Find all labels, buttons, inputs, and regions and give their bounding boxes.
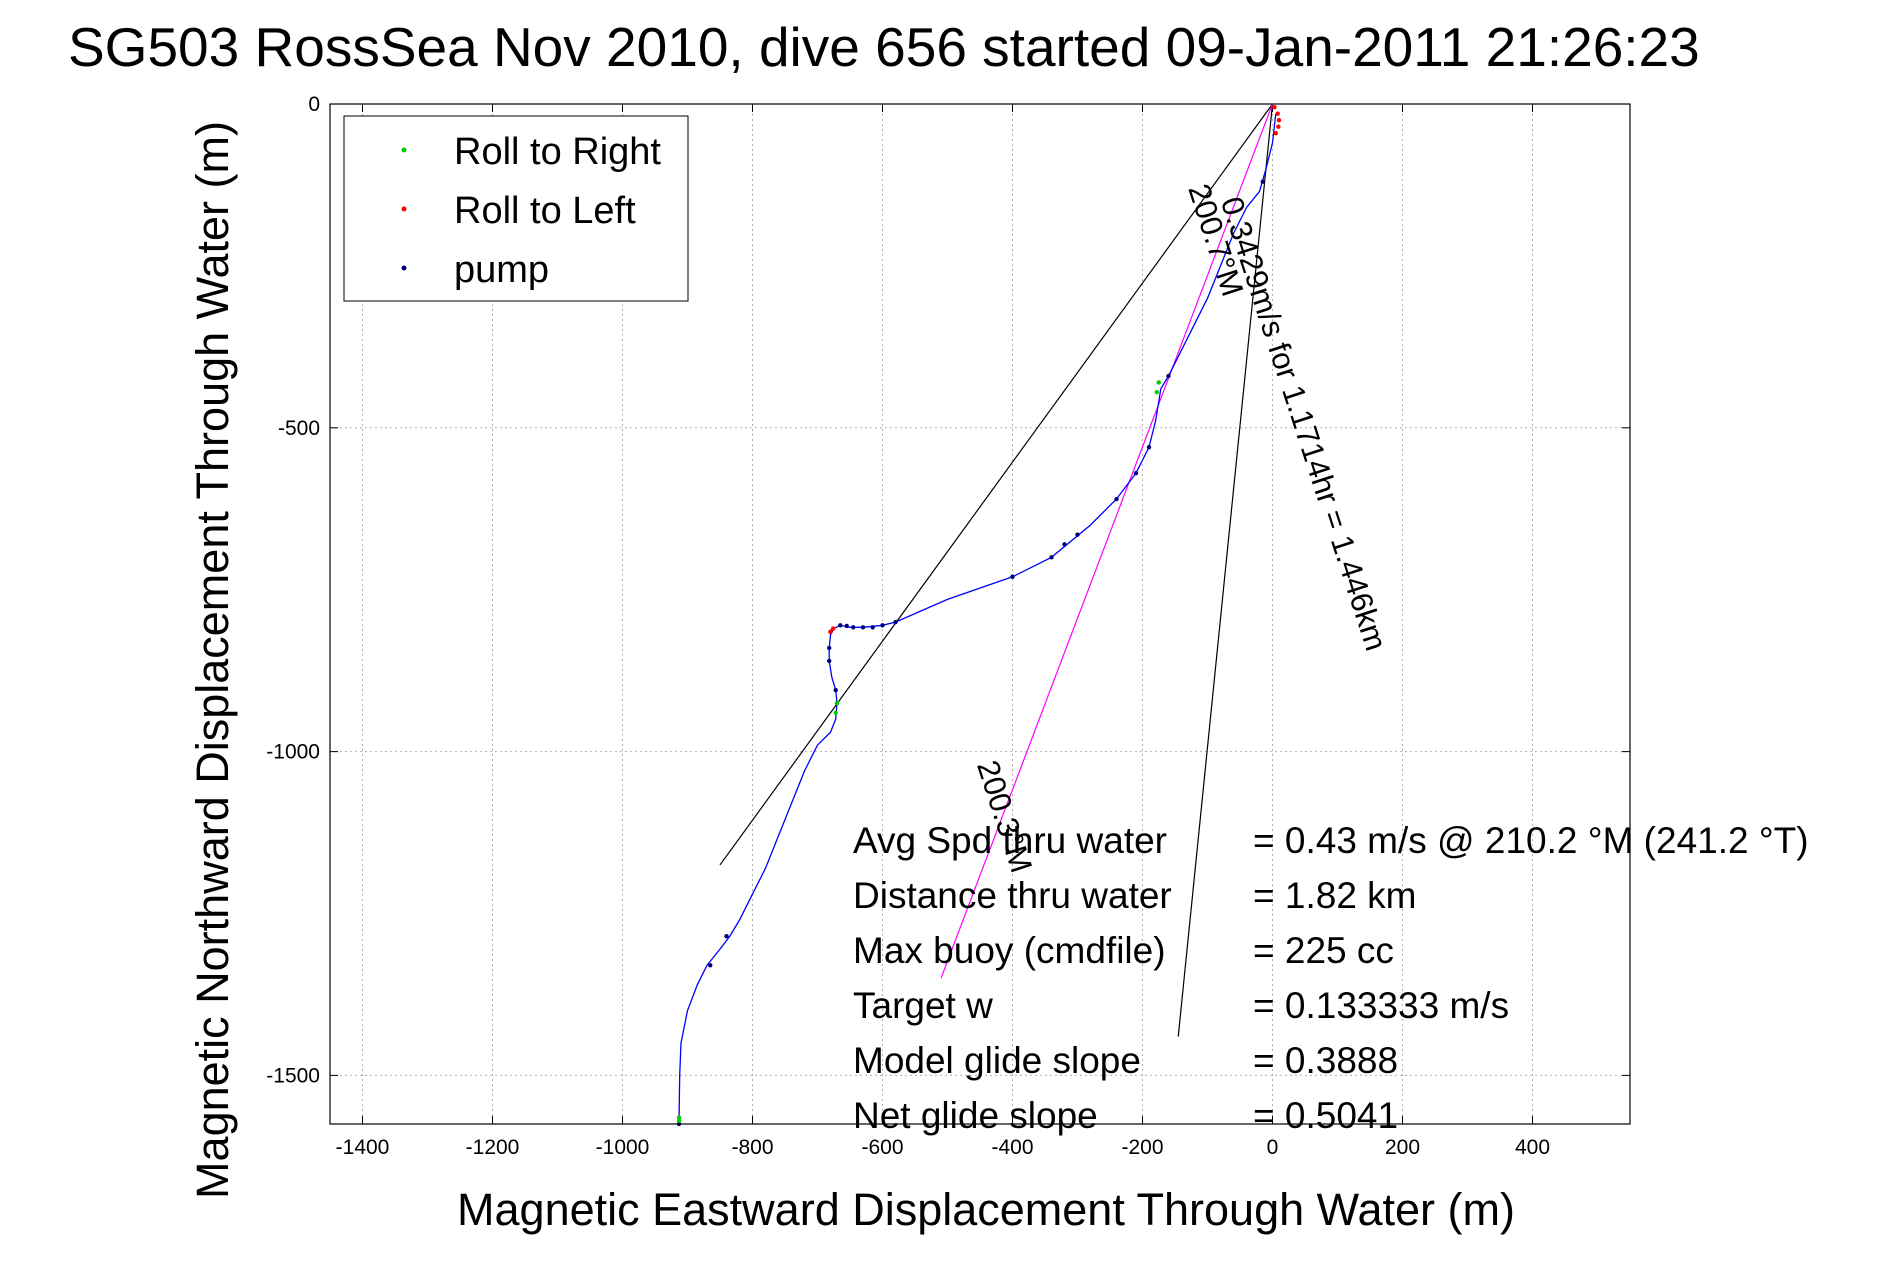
stat-label: Avg Spd thru water <box>853 820 1167 861</box>
x-tick-label: 400 <box>1515 1136 1550 1159</box>
pump-point <box>1133 470 1139 476</box>
pump-point <box>827 645 832 651</box>
y-tick-label: -1500 <box>266 1064 320 1087</box>
pump-point <box>851 625 856 630</box>
legend-label: Roll to Left <box>454 190 636 232</box>
x-tick-label: -400 <box>991 1136 1033 1159</box>
roll-left-point <box>828 629 833 635</box>
stat-label: Target w <box>853 985 993 1026</box>
y-tick-label: -500 <box>278 417 320 440</box>
annotations: 0.3429m/s for 1.1714hr = 1.446km200.7°M2… <box>970 180 1394 877</box>
roll-left-point <box>1272 105 1277 110</box>
pump-point <box>827 658 832 664</box>
x-tick-label: -1200 <box>466 1136 520 1159</box>
pump-point <box>1260 179 1265 184</box>
pump-point <box>844 623 849 629</box>
roll-left-point <box>1276 117 1282 123</box>
x-tick-label: 200 <box>1385 1136 1420 1159</box>
pump-point <box>1010 574 1015 579</box>
chart-title: SG503 RossSea Nov 2010, dive 656 started… <box>68 16 1700 78</box>
roll-right-point <box>833 710 838 715</box>
roll-right-point <box>1156 380 1161 385</box>
pump-point <box>833 687 838 693</box>
stat-value: = 0.43 m/s @ 210.2 °M (241.2 °T) <box>1253 820 1809 861</box>
axes-frame <box>329 103 1631 1125</box>
roll-right-point <box>676 1115 682 1120</box>
y-tick-label: 0 <box>308 93 320 116</box>
legend-marker <box>401 206 407 212</box>
x-tick-label: 0 <box>1267 1136 1279 1159</box>
reference-lines <box>719 103 1274 1037</box>
track-line <box>678 113 1277 1125</box>
pump-point <box>838 623 843 628</box>
stat-value: = 0.3888 <box>1253 1040 1398 1081</box>
pump-point <box>860 625 866 630</box>
roll-left-point <box>830 626 836 631</box>
x-axis-label: Magnetic Eastward Displacement Through W… <box>457 1184 1515 1235</box>
stat-label: Net glide slope <box>853 1095 1098 1136</box>
current-line <box>719 103 1273 866</box>
marker-points <box>676 105 1282 1127</box>
pump-point <box>880 623 885 628</box>
pump-point <box>1114 496 1119 502</box>
roll-left-point <box>1275 111 1280 116</box>
roll-left-point <box>1276 124 1281 129</box>
legend-box <box>343 115 689 302</box>
pump-point <box>1062 542 1067 547</box>
axis-ticks: -1400 -1200 -1000 -800 -600 -400 -200 0 200 400 0 -… <box>266 93 1630 1159</box>
pump-point <box>708 963 713 968</box>
stat-value: = 1.82 km <box>1253 875 1417 916</box>
pump-point <box>1146 445 1152 450</box>
stat-value: = 0.133333 m/s <box>1253 985 1509 1026</box>
net-track-line <box>940 103 1274 979</box>
legend: Roll to Right Roll to Left pump <box>343 115 689 302</box>
roll-left-point <box>1273 130 1278 136</box>
stat-label: Distance thru water <box>853 875 1172 916</box>
glider-heading-line <box>1177 103 1274 1037</box>
stats-block: Avg Spd thru water = 0.43 m/s @ 210.2 °M … <box>853 820 1809 1136</box>
pump-point <box>1049 555 1054 560</box>
pump-point <box>1075 532 1080 537</box>
stat-label: Max buoy (cmdfile) <box>853 930 1166 971</box>
y-tick-label: -1000 <box>266 741 320 764</box>
stat-value: = 0.5041 <box>1253 1095 1398 1136</box>
legend-marker <box>401 147 407 153</box>
x-tick-label: -1400 <box>336 1136 390 1159</box>
stat-value: = 225 cc <box>1253 930 1394 971</box>
y-axis-label: Magnetic Northward Displacement Through … <box>187 121 238 1199</box>
x-tick-label: -1000 <box>596 1136 650 1159</box>
x-tick-label: -800 <box>731 1136 773 1159</box>
roll-right-point <box>676 1118 682 1123</box>
legend-label: pump <box>454 249 549 291</box>
roll-right-point <box>1154 389 1160 395</box>
pump-point <box>724 933 729 939</box>
pump-point <box>870 625 875 630</box>
stat-label: Model glide slope <box>853 1040 1141 1081</box>
track-series <box>678 113 1277 1125</box>
pump-point <box>1166 373 1171 379</box>
pump-point <box>893 619 898 625</box>
x-tick-label: -600 <box>861 1136 903 1159</box>
legend-label: Roll to Right <box>454 131 661 173</box>
roll-right-point <box>834 700 840 706</box>
x-tick-label: -200 <box>1121 1136 1163 1159</box>
legend-marker <box>401 265 407 271</box>
